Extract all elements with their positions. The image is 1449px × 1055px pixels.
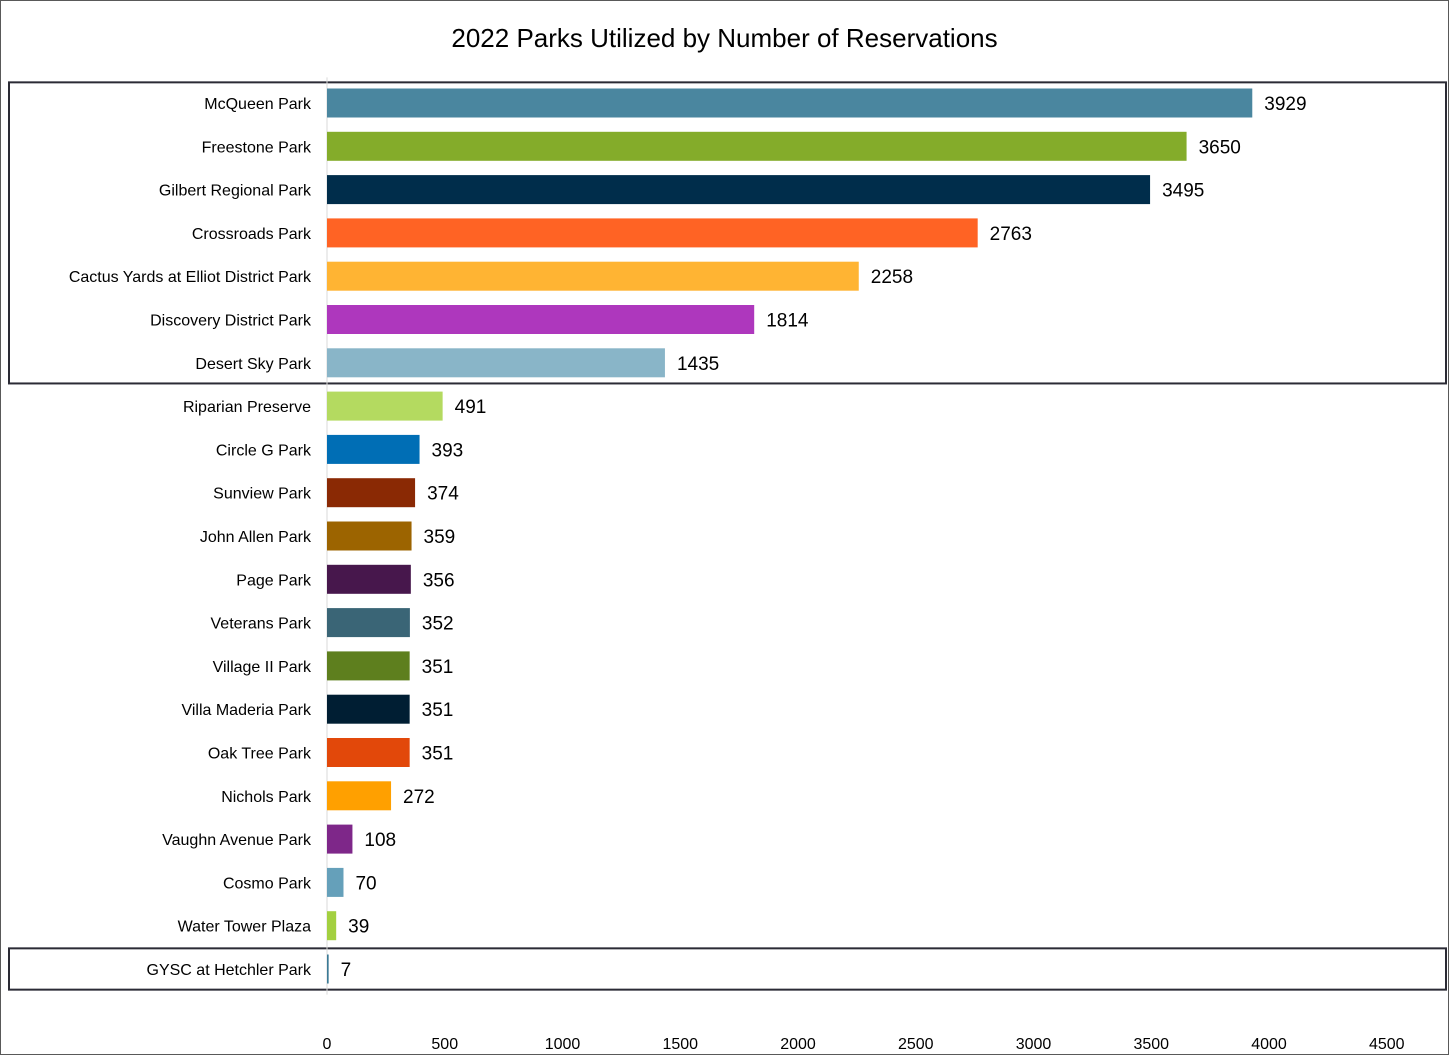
data-label: 3495	[1162, 181, 1204, 202]
bar	[327, 651, 410, 681]
bar	[327, 391, 443, 421]
category-label: Freestone Park	[202, 139, 312, 156]
category-label: Cosmo Park	[223, 875, 312, 892]
bar	[327, 131, 1187, 161]
category-label: Crossroads Park	[192, 226, 312, 243]
category-label: Riparian Preserve	[183, 399, 311, 416]
category-label: Vaughn Avenue Park	[162, 832, 312, 849]
x-tick-label: 4000	[1251, 1036, 1287, 1053]
bar	[327, 954, 329, 984]
bar	[327, 564, 411, 594]
category-label: Nichols Park	[221, 789, 312, 806]
data-label: 351	[422, 700, 454, 721]
x-tick-label: 2000	[780, 1036, 816, 1053]
highlight-box	[8, 947, 1447, 991]
category-label: Water Tower Plaza	[178, 919, 311, 936]
bar	[327, 911, 337, 941]
category-label: GYSC at Hetchler Park	[147, 962, 313, 979]
bar	[327, 175, 1151, 205]
x-tick-label: 0	[323, 1036, 332, 1053]
bar	[327, 608, 410, 638]
bar	[327, 348, 665, 378]
data-label: 356	[423, 570, 455, 591]
data-label: 351	[422, 657, 454, 678]
category-label: Desert Sky Park	[195, 356, 312, 373]
data-label: 108	[364, 830, 396, 851]
bar	[327, 521, 412, 551]
bar	[327, 738, 410, 767]
category-label: John Allen Park	[200, 529, 312, 546]
x-tick-label: 2500	[898, 1036, 934, 1053]
data-label: 7	[341, 960, 352, 981]
data-label: 70	[355, 873, 376, 894]
data-label: 2258	[871, 267, 913, 288]
data-label: 3929	[1264, 94, 1306, 115]
data-label: 39	[348, 917, 369, 938]
data-label: 2763	[990, 224, 1032, 245]
category-label: Gilbert Regional Park	[159, 183, 312, 200]
data-label: 1435	[677, 354, 719, 375]
category-label: Village II Park	[213, 659, 312, 676]
data-label: 352	[422, 614, 454, 635]
category-label: Discovery District Park	[150, 313, 312, 330]
x-tick-label: 1500	[662, 1036, 698, 1053]
bar	[327, 781, 392, 811]
bar	[327, 824, 353, 854]
category-label: Oak Tree Park	[208, 746, 312, 763]
data-label: 351	[422, 744, 454, 765]
category-label: Veterans Park	[211, 616, 313, 633]
x-tick-label: 1000	[545, 1036, 581, 1053]
data-label: 359	[424, 527, 456, 548]
bar	[327, 434, 420, 464]
x-tick-label: 500	[431, 1036, 458, 1053]
data-label: 491	[455, 397, 487, 418]
category-label: Circle G Park	[216, 442, 312, 459]
x-tick-label: 4500	[1369, 1036, 1405, 1053]
bar	[327, 305, 755, 334]
data-label: 374	[427, 484, 459, 505]
x-tick-label: 3000	[1016, 1036, 1052, 1053]
data-label: 3650	[1199, 137, 1241, 158]
category-label: McQueen Park	[204, 96, 312, 113]
category-label: Page Park	[236, 572, 312, 589]
data-label: 1814	[766, 311, 809, 332]
bar	[327, 261, 859, 291]
bar	[327, 88, 1253, 118]
bar	[327, 478, 416, 508]
category-label: Sunview Park	[213, 486, 312, 503]
highlight-box	[8, 81, 1447, 385]
data-label: 393	[432, 440, 464, 461]
bar	[327, 867, 344, 897]
category-label: Villa Maderia Park	[181, 702, 312, 719]
x-tick-label: 3500	[1133, 1036, 1169, 1053]
data-label: 272	[403, 787, 435, 808]
category-label: Cactus Yards at Elliot District Park	[69, 269, 312, 286]
bar	[327, 218, 978, 248]
chart-title: 2022 Parks Utilized by Number of Reserva…	[451, 23, 998, 53]
bar	[327, 694, 410, 724]
